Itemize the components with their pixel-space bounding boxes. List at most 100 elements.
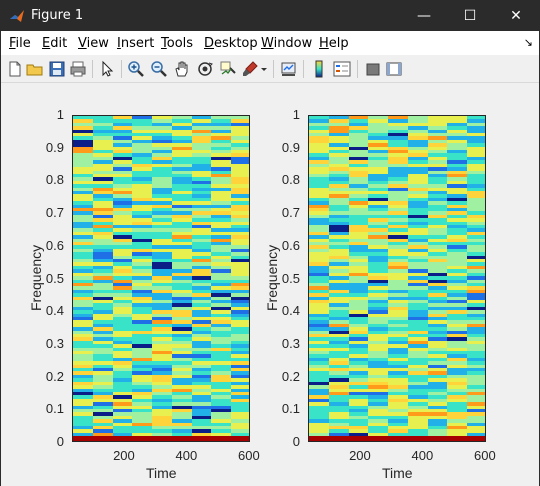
heatmap-cell — [309, 293, 330, 298]
menu-file[interactable]: File — [9, 36, 31, 51]
heatmap-cell — [388, 364, 409, 369]
maximize-button[interactable]: ☐ — [463, 8, 477, 24]
heatmap-cell — [92, 334, 114, 338]
heatmap-cell — [191, 337, 213, 342]
heatmap-cell — [171, 327, 193, 332]
heatmap-cell — [328, 231, 350, 236]
heatmap-cell — [467, 419, 485, 424]
heatmap-cell — [171, 371, 193, 376]
heatmap-cell — [388, 439, 409, 441]
toolbar-separator — [273, 60, 274, 78]
heatmap-cell — [368, 368, 389, 373]
heatmap-cell — [368, 429, 389, 434]
heatmap-cell — [447, 197, 468, 202]
heatmap-cell — [467, 129, 485, 134]
heatmap-cell — [191, 391, 213, 396]
heatmap-cell — [191, 190, 213, 195]
heatmap-cell — [112, 419, 133, 424]
colorbar-icon[interactable] — [309, 59, 329, 79]
heatmap-cell — [407, 279, 429, 284]
heatmap-cell — [231, 344, 249, 349]
heatmap-cell — [191, 180, 213, 185]
heatmap-cell — [447, 276, 468, 281]
heatmap-cell — [447, 180, 468, 185]
heatmap-cell — [368, 133, 389, 138]
heatmap-cell — [211, 201, 232, 206]
rotate-3d-icon[interactable] — [195, 59, 215, 79]
heatmap-cell — [73, 265, 94, 270]
save-icon[interactable] — [47, 59, 67, 79]
heatmap-cell — [467, 296, 485, 301]
brush-icon[interactable] — [240, 59, 260, 79]
minimize-button[interactable]: — — [417, 8, 431, 24]
link-plot-icon[interactable] — [279, 59, 299, 79]
heatmap-cell — [328, 388, 350, 393]
brush-dropdown-icon[interactable] — [259, 59, 269, 79]
zoom-out-icon[interactable] — [149, 59, 169, 79]
menu-window[interactable]: Window — [261, 36, 313, 51]
title-bar[interactable]: Figure 1 — ☐ ✕ — [1, 1, 539, 31]
matlab-logo-icon — [10, 10, 24, 22]
heatmap-cell — [211, 122, 232, 127]
heatmap-cell — [467, 238, 485, 243]
hide-plot-tools-icon[interactable] — [363, 59, 383, 79]
heatmap-cell — [348, 265, 369, 270]
menu-view[interactable]: View — [78, 36, 109, 51]
heatmap-cell — [309, 163, 330, 168]
heatmap-cell — [73, 262, 94, 267]
heatmap-cell — [348, 207, 369, 212]
heatmap-cell — [447, 299, 468, 304]
open-file-icon[interactable] — [25, 59, 45, 79]
heatmap-cell — [211, 218, 232, 223]
heatmap-cell — [447, 327, 468, 332]
heatmap-cell — [231, 419, 249, 424]
legend-icon[interactable] — [332, 59, 352, 79]
data-cursor-icon[interactable] — [218, 59, 238, 79]
new-figure-icon[interactable] — [5, 59, 25, 79]
heatmap-cell — [92, 385, 114, 390]
menu-help[interactable]: Help — [319, 36, 349, 51]
y-tick-label: 0 — [56, 434, 64, 449]
heatmap-cell — [328, 153, 350, 158]
dock-figure-icon[interactable]: ↘ — [523, 37, 533, 49]
heatmap-cell — [388, 330, 409, 335]
print-icon[interactable] — [68, 59, 88, 79]
menu-edit[interactable]: Edit — [42, 36, 68, 51]
heatmap-cell — [112, 133, 133, 138]
x-tick-label: 600 — [474, 448, 496, 463]
axes-right-plot[interactable] — [308, 115, 486, 442]
heatmap-cell — [309, 402, 330, 407]
heatmap-cell — [152, 146, 173, 151]
heatmap-cell — [328, 395, 350, 400]
zoom-in-icon[interactable] — [126, 59, 146, 79]
heatmap-cell — [407, 269, 429, 274]
heatmap-cell — [112, 272, 133, 277]
heatmap-cell — [231, 119, 249, 124]
heatmap-cell — [231, 129, 249, 134]
menu-tools[interactable]: Tools — [161, 36, 194, 51]
heatmap-cell — [211, 316, 232, 321]
show-plot-tools-icon[interactable] — [384, 59, 404, 79]
heatmap-cell — [348, 156, 369, 161]
heatmap-cell — [132, 269, 153, 274]
axes-left-plot[interactable] — [72, 115, 250, 442]
heatmap-cell — [112, 422, 133, 427]
heatmap-cell — [467, 194, 485, 199]
heatmap-cell — [191, 119, 213, 124]
heatmap-cell — [112, 313, 133, 318]
heatmap-cell — [171, 385, 193, 390]
pointer-icon[interactable] — [97, 59, 117, 79]
heatmap-cell — [73, 116, 94, 120]
menu-insert[interactable]: Insert — [117, 36, 155, 51]
heatmap-cell — [152, 429, 173, 434]
heatmap-cell — [92, 119, 114, 124]
pan-icon[interactable] — [172, 59, 192, 79]
heatmap-cell — [368, 374, 389, 379]
close-button[interactable]: ✕ — [510, 8, 522, 24]
heatmap-cell — [388, 381, 409, 386]
menu-desktop[interactable]: Desktop — [204, 36, 258, 51]
y-tick-label: 0.1 — [281, 401, 300, 417]
heatmap-cell — [191, 293, 213, 298]
heatmap-cell — [171, 303, 193, 308]
